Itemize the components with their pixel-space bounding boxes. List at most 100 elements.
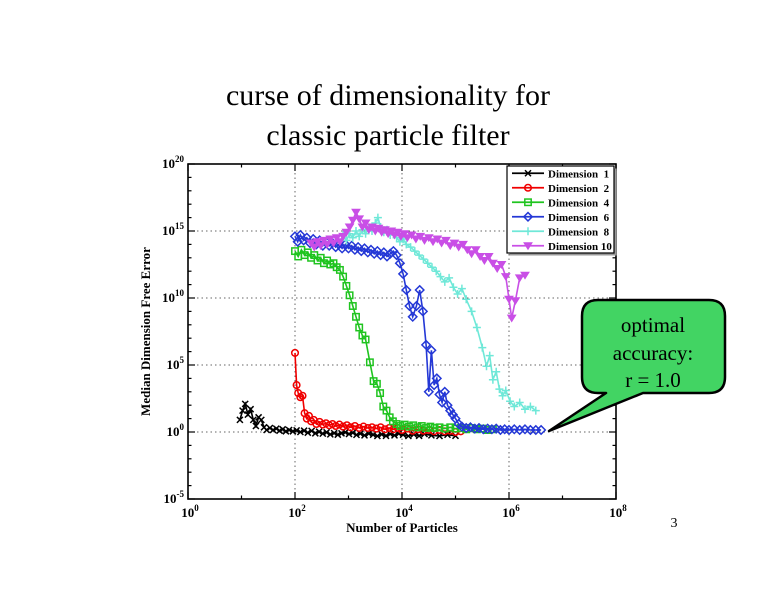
legend: Dimension 1 Dimension 2 Dimension 4 Dimensi… <box>506 165 617 256</box>
series-dimension-1 <box>236 400 460 440</box>
triangle-down-marker <box>331 234 342 243</box>
callout: optimal accuracy: r = 1.0 <box>547 298 727 433</box>
square-marker <box>342 281 351 290</box>
plus-marker <box>449 283 458 292</box>
triangle-down-marker <box>458 240 468 249</box>
triangle-down-marker <box>488 259 498 268</box>
diamond-marker <box>495 424 506 436</box>
x-marker <box>279 425 287 433</box>
x-marker <box>304 429 312 437</box>
legend-entry: Dimension 4 <box>512 197 610 209</box>
y-tick-label: 1015 <box>162 221 185 238</box>
circle-marker <box>298 391 307 400</box>
diamond-marker <box>349 244 361 256</box>
x-marker <box>373 432 381 440</box>
plus-marker <box>373 213 382 222</box>
slide-title: curse of dimensionality for classic part… <box>0 76 776 156</box>
plus-marker <box>432 267 441 276</box>
diamond-marker <box>343 243 354 254</box>
diamond-marker <box>431 373 443 384</box>
triangle-down-marker <box>492 265 503 273</box>
diamond-marker <box>417 306 429 317</box>
diamond-marker <box>420 339 432 351</box>
diamond-marker <box>426 345 437 356</box>
circle-marker <box>290 348 300 357</box>
square-marker <box>422 424 431 432</box>
diamond-marker <box>362 247 374 258</box>
x-tick-label: 106 <box>502 503 520 520</box>
circle-marker <box>523 183 533 192</box>
square-marker <box>400 420 409 429</box>
legend-entry: Dimension 6 <box>512 211 610 224</box>
diamond-marker <box>428 379 440 391</box>
legend-label: Dimension 1 <box>548 168 609 180</box>
plus-marker <box>506 397 515 406</box>
x-marker <box>319 430 327 438</box>
plus-marker <box>495 385 504 394</box>
x-marker <box>244 411 252 419</box>
y-tick-label: 10-5 <box>164 489 185 506</box>
triangle-down-marker <box>335 238 345 247</box>
x-axis-title: Number of Particles <box>346 520 458 535</box>
square-marker <box>440 424 449 433</box>
plus-marker <box>428 263 436 272</box>
plus-marker <box>526 402 535 411</box>
diamond-marker <box>407 311 418 323</box>
legend-entry: Dimension 8 <box>512 226 610 238</box>
x-marker <box>390 431 399 439</box>
diamond-marker <box>394 257 406 269</box>
triangle-down-marker <box>441 236 451 245</box>
legend-label: Dimension 10 <box>548 241 612 253</box>
square-marker <box>426 422 435 431</box>
triangle-down-marker <box>510 297 521 306</box>
diamond-marker <box>414 284 425 296</box>
diamond-marker <box>478 424 489 435</box>
plus-marker <box>462 295 471 304</box>
triangle-down-marker <box>406 231 417 240</box>
triangle-down-marker <box>341 228 352 237</box>
square-marker <box>365 358 374 367</box>
plus-marker <box>440 277 449 286</box>
square-marker <box>352 312 360 321</box>
x-marker <box>249 416 257 424</box>
x-marker <box>334 431 342 439</box>
diamond-marker <box>375 249 386 261</box>
plus-marker <box>478 343 487 352</box>
plus-marker <box>467 307 476 316</box>
circle-marker <box>339 422 348 431</box>
square-marker <box>435 423 444 432</box>
legend-entry: Dimension 1 <box>512 168 609 180</box>
triangle-down-marker <box>453 243 464 252</box>
triangle-down-marker <box>386 227 397 236</box>
x-marker <box>308 427 316 435</box>
series-dimension-4 <box>291 245 497 434</box>
plus-marker <box>436 272 445 281</box>
diamond-marker <box>460 422 472 434</box>
x-marker <box>300 427 308 435</box>
circle-marker <box>331 421 340 431</box>
y-tick-label: 1010 <box>162 288 185 305</box>
square-marker <box>372 379 381 388</box>
plus-marker <box>352 227 360 235</box>
diamond-marker <box>469 423 481 434</box>
square-marker <box>361 335 370 344</box>
plus-marker <box>419 255 428 264</box>
x-marker <box>285 426 293 434</box>
plus-marker <box>415 251 424 260</box>
triangle-down-marker <box>423 234 434 243</box>
x-marker <box>435 432 444 440</box>
triangle-down-marker <box>428 238 438 247</box>
x-tick-label: 104 <box>395 503 413 520</box>
square-marker <box>348 302 357 310</box>
plus-marker <box>488 375 497 384</box>
square-marker <box>355 323 364 332</box>
triangle-down-marker <box>328 239 339 248</box>
triangle-down-marker <box>351 208 361 217</box>
diamond-marker <box>391 249 402 261</box>
triangle-down-marker <box>344 223 355 232</box>
square-marker <box>405 422 413 431</box>
x-marker <box>239 407 247 415</box>
x-marker <box>257 416 265 424</box>
diamond-marker <box>404 300 415 312</box>
